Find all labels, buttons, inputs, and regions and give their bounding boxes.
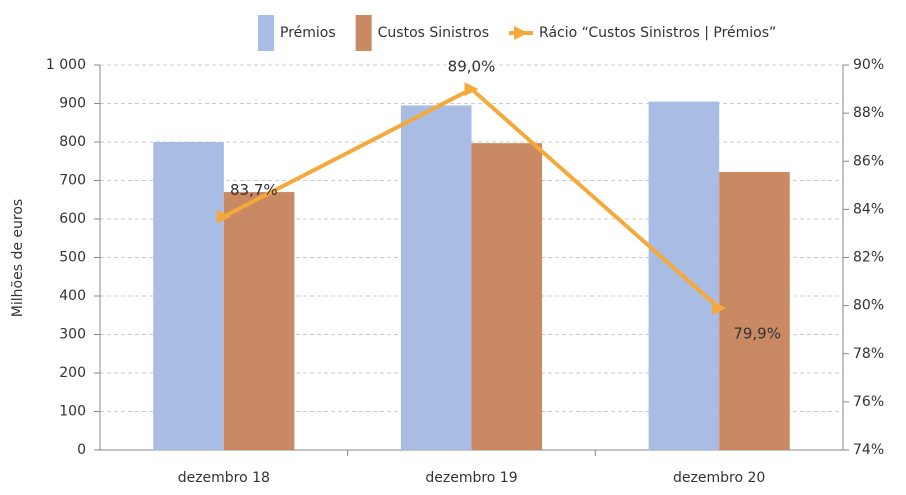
bar	[400, 105, 472, 451]
y2-tick-label: 80%	[853, 298, 884, 314]
data-label: 83,7%	[230, 181, 278, 199]
bar	[719, 172, 790, 450]
y2-tick-label: 86%	[853, 153, 884, 169]
bar	[223, 192, 295, 451]
y-tick-label: 900	[59, 96, 86, 112]
y2-tick-label: 88%	[853, 105, 884, 121]
y-tick-label: 300	[59, 327, 86, 343]
x-tick-label: dezembro 19	[425, 470, 517, 486]
legend-label: Prémios	[280, 25, 336, 41]
bar	[471, 143, 543, 450]
legend-label: Rácio “Custos Sinistros | Prémios”	[539, 25, 776, 41]
legend-swatch	[258, 15, 274, 51]
marker	[464, 82, 479, 97]
y-axis-label: Milhões de euros	[10, 199, 26, 317]
marker	[216, 209, 231, 224]
data-label: 79,9%	[733, 325, 781, 343]
bar	[153, 142, 224, 450]
legend-label: Custos Sinistros	[378, 25, 489, 41]
y-tick-label: 600	[59, 211, 86, 227]
y-tick-label: 500	[59, 250, 86, 266]
y-tick-label: 1 000	[46, 57, 86, 73]
y2-tick-label: 82%	[853, 250, 884, 266]
x-tick-label: dezembro 18	[178, 470, 270, 486]
y2-tick-label: 78%	[853, 346, 884, 362]
y2-tick-label: 74%	[853, 442, 884, 458]
y-tick-label: 200	[59, 365, 86, 381]
marker	[712, 301, 727, 316]
y2-tick-label: 76%	[853, 394, 884, 410]
x-tick-label: dezembro 20	[673, 470, 765, 486]
y-tick-label: 400	[59, 288, 86, 304]
y2-tick-label: 84%	[853, 201, 884, 217]
y2-tick-label: 90%	[853, 57, 884, 73]
legend-swatch	[514, 26, 529, 40]
y-tick-label: 700	[59, 173, 86, 189]
y-tick-label: 800	[59, 134, 86, 150]
data-label: 89,0%	[448, 58, 496, 76]
y-tick-label: 0	[77, 442, 86, 458]
y-tick-label: 100	[59, 404, 86, 420]
legend-swatch	[355, 15, 372, 51]
